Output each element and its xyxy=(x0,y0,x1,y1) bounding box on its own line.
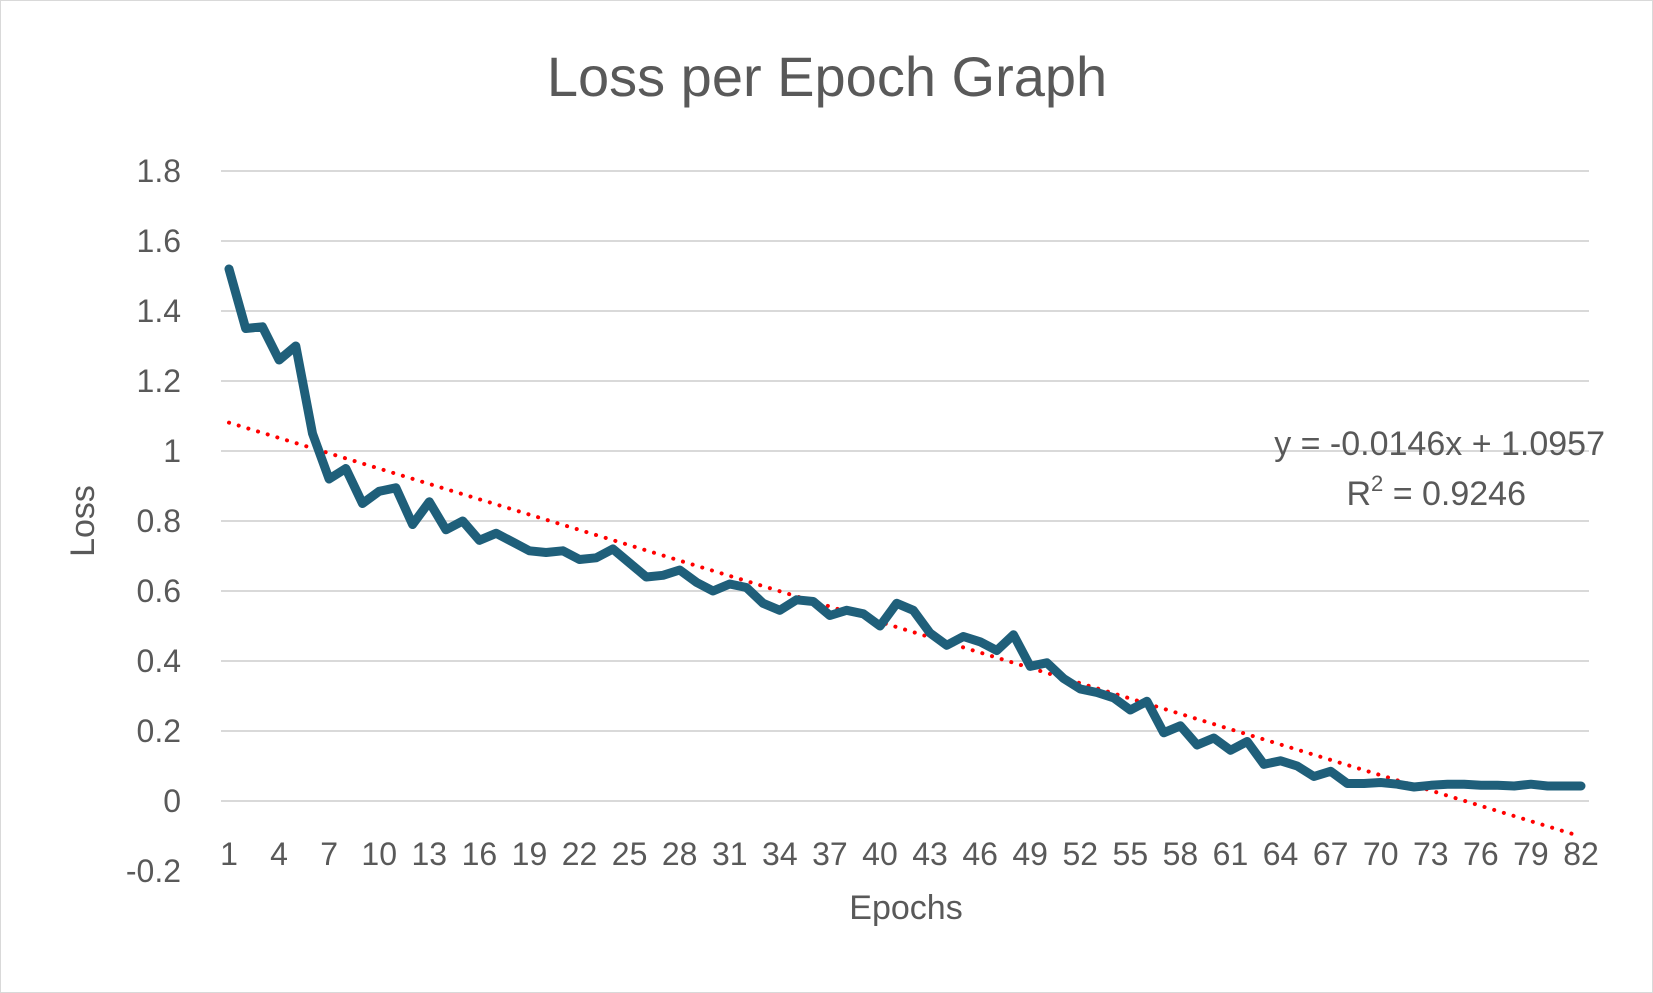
x-tick-label: 46 xyxy=(962,836,998,872)
series-line-loss xyxy=(224,264,1586,792)
y-tick-label: 1 xyxy=(163,433,181,469)
x-tick-label: 79 xyxy=(1513,836,1549,872)
y-tick-label: 1.4 xyxy=(137,293,181,329)
x-tick-label: 52 xyxy=(1062,836,1098,872)
y-tick-label: 0 xyxy=(163,783,181,819)
r2-prefix: R xyxy=(1346,475,1371,513)
y-tick-label: 1.2 xyxy=(137,363,181,399)
x-tick-label: 31 xyxy=(712,836,748,872)
x-tick-label: 37 xyxy=(812,836,848,872)
x-tick-label: 7 xyxy=(320,836,338,872)
y-tick-label: 0.6 xyxy=(137,573,181,609)
x-tick-label: 73 xyxy=(1413,836,1449,872)
x-tick-label: 82 xyxy=(1563,836,1599,872)
x-tick-label: 76 xyxy=(1463,836,1499,872)
trendline-equation: y = -0.0146x + 1.0957 xyxy=(1274,425,1605,463)
y-tick-label: 0.4 xyxy=(137,643,181,679)
x-tick-label: 22 xyxy=(562,836,598,872)
x-tick-label: 49 xyxy=(1012,836,1048,872)
x-axis-title: Epochs xyxy=(849,889,962,927)
r2-superscript: 2 xyxy=(1371,471,1383,496)
x-tick-label: 13 xyxy=(411,836,447,872)
gridlines xyxy=(221,170,1589,802)
trendline xyxy=(227,420,1583,839)
y-tick-label: -0.2 xyxy=(126,853,181,889)
x-tick-label: 43 xyxy=(912,836,948,872)
y-axis-title: Loss xyxy=(64,485,102,557)
r2-value: = 0.9246 xyxy=(1383,475,1526,513)
x-tick-label: 67 xyxy=(1313,836,1349,872)
x-axis-tick-labels: 1 4 7 10 13 16 19 22 25 28 31 34 37 40 43 46 49 52 55 58 61 6… xyxy=(220,836,1599,872)
x-tick-label: 40 xyxy=(862,836,898,872)
y-axis-tick-labels: -0.2 0 0.2 0.4 0.6 0.8 1 1.2 1.4 1.6 1.8 xyxy=(126,153,181,889)
x-tick-label: 58 xyxy=(1163,836,1199,872)
x-tick-label: 61 xyxy=(1213,836,1249,872)
x-tick-label: 64 xyxy=(1263,836,1299,872)
x-tick-label: 55 xyxy=(1113,836,1149,872)
x-tick-label: 25 xyxy=(612,836,648,872)
x-tick-label: 4 xyxy=(270,836,288,872)
x-tick-label: 28 xyxy=(662,836,698,872)
x-tick-label: 34 xyxy=(762,836,798,872)
y-tick-label: 1.8 xyxy=(137,153,181,189)
y-tick-label: 1.6 xyxy=(137,223,181,259)
trendline-r-squared: R2 = 0.9246 xyxy=(1346,471,1526,513)
x-tick-label: 16 xyxy=(462,836,498,872)
chart-title: Loss per Epoch Graph xyxy=(547,45,1107,108)
x-tick-label: 10 xyxy=(361,836,397,872)
x-tick-label: 1 xyxy=(220,836,238,872)
y-tick-label: 0.8 xyxy=(137,503,181,539)
x-tick-label: 70 xyxy=(1363,836,1399,872)
x-tick-label: 19 xyxy=(512,836,548,872)
y-tick-label: 0.2 xyxy=(137,713,181,749)
